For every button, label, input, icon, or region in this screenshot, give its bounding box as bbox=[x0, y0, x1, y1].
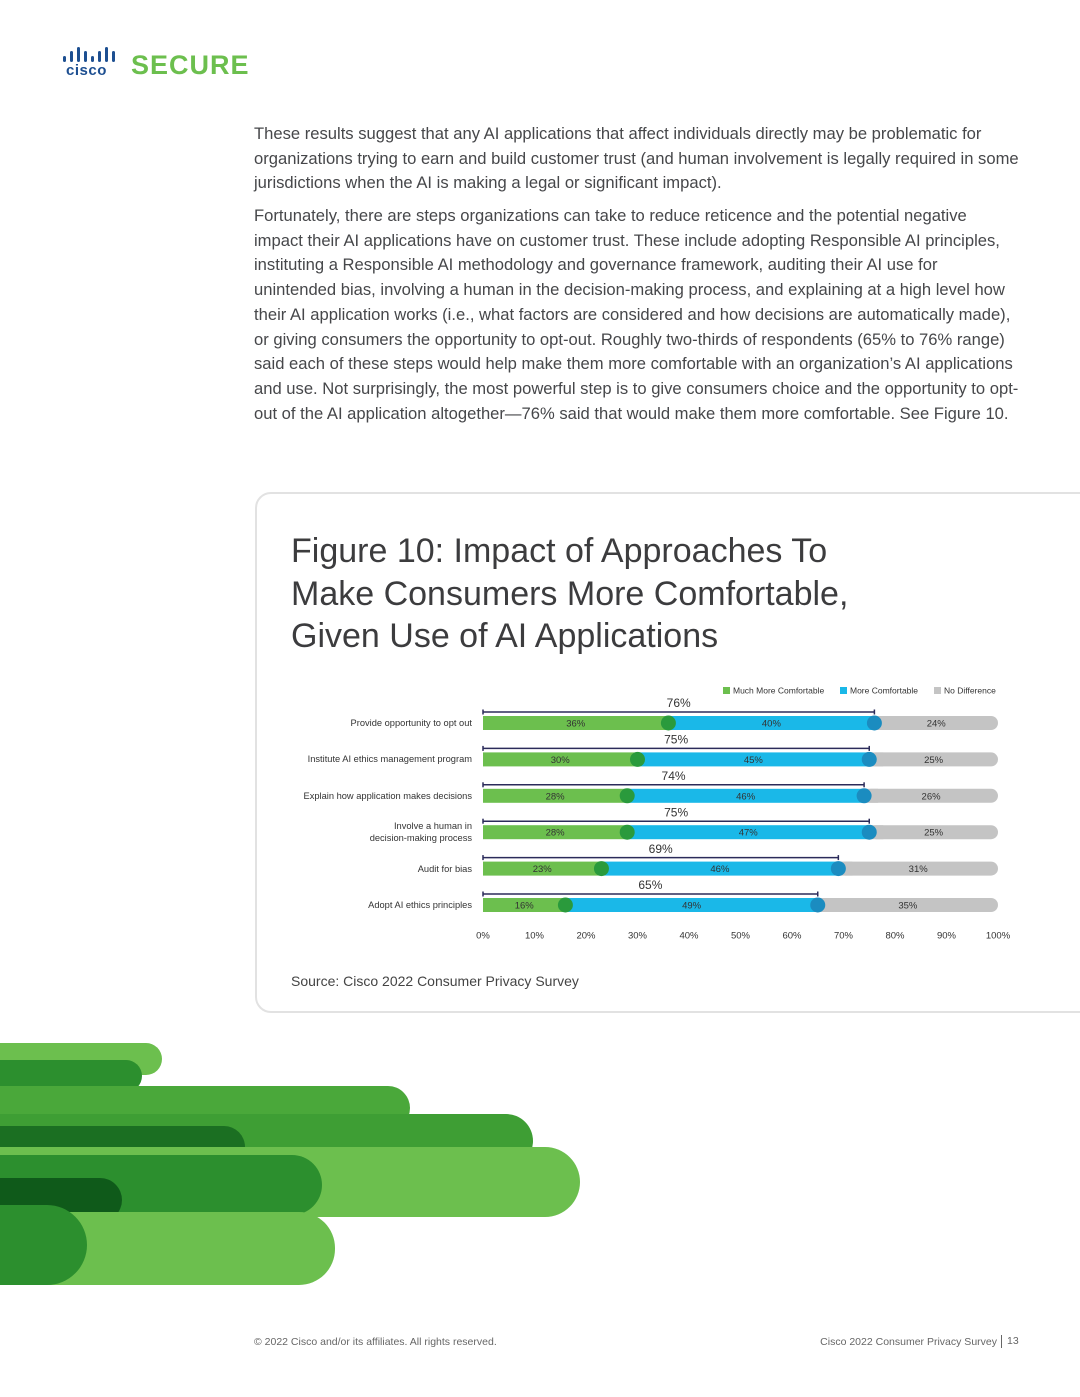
bar-segment bbox=[627, 788, 865, 803]
segment-end-dot bbox=[557, 897, 573, 913]
publication: Cisco 2022 Consumer Privacy Survey bbox=[820, 1336, 997, 1348]
segment-label: 47% bbox=[739, 828, 759, 839]
category-label: Involve a human in decision-making proce… bbox=[369, 821, 472, 844]
legend-swatch bbox=[840, 687, 847, 694]
figure-card bbox=[255, 492, 1080, 1013]
cisco-bars bbox=[63, 47, 115, 62]
legend-label: Much More Comfortable bbox=[733, 685, 824, 695]
bar-segment bbox=[565, 898, 818, 912]
x-tick-label: 50% bbox=[731, 931, 751, 942]
x-tick-label: 80% bbox=[885, 931, 905, 942]
bar-segment bbox=[668, 716, 875, 730]
legend-label: More Comfortable bbox=[850, 685, 918, 695]
bar-segment bbox=[483, 825, 628, 840]
x-tick-label: 60% bbox=[782, 931, 802, 942]
segment-label: 40% bbox=[762, 719, 782, 730]
page-number: 13 bbox=[1001, 1335, 1019, 1348]
segment-label: 25% bbox=[924, 755, 944, 766]
bar-segment bbox=[817, 898, 998, 912]
category-label: Audit for bias bbox=[417, 863, 472, 874]
x-tick-label: 40% bbox=[679, 931, 699, 942]
segment-end-dot bbox=[861, 824, 877, 840]
total-label: 75% bbox=[664, 733, 688, 747]
segment-label: 35% bbox=[898, 901, 918, 912]
bar-segment bbox=[601, 861, 839, 876]
segment-end-dot bbox=[856, 788, 872, 804]
segment-end-dot bbox=[810, 897, 826, 913]
segment-label: 26% bbox=[922, 791, 942, 802]
segment-label: 28% bbox=[546, 791, 566, 802]
chart-source: Source: Cisco 2022 Consumer Privacy Surv… bbox=[291, 973, 579, 989]
bar-segment bbox=[838, 861, 998, 876]
segment-label: 25% bbox=[924, 828, 944, 839]
bar-segment bbox=[483, 752, 638, 767]
total-label: 65% bbox=[638, 878, 662, 892]
total-label: 76% bbox=[667, 696, 691, 710]
x-tick-label: 10% bbox=[525, 931, 545, 942]
segment-label: 23% bbox=[533, 864, 553, 875]
copyright: © 2022 Cisco and/or its affiliates. All … bbox=[254, 1336, 497, 1348]
legend-swatch bbox=[723, 687, 730, 694]
category-label: Explain how application makes decisions bbox=[303, 790, 472, 801]
segment-label: 46% bbox=[736, 791, 756, 802]
segment-end-dot bbox=[593, 861, 609, 877]
segment-end-dot bbox=[830, 861, 846, 877]
bar-segment bbox=[874, 716, 998, 730]
x-tick-label: 0% bbox=[476, 931, 490, 942]
category-label: Institute AI ethics management program bbox=[307, 754, 472, 765]
bar-segment bbox=[869, 752, 998, 767]
bar-segment bbox=[483, 861, 602, 876]
segment-label: 16% bbox=[515, 901, 535, 912]
legend-label: No Difference bbox=[944, 685, 996, 695]
segment-end-dot bbox=[619, 824, 635, 840]
segment-label: 46% bbox=[710, 864, 730, 875]
category-label: Provide opportunity to opt out bbox=[350, 718, 472, 728]
x-tick-label: 90% bbox=[937, 931, 957, 942]
segment-end-dot bbox=[619, 788, 635, 804]
bar-segment bbox=[864, 788, 998, 803]
total-label: 74% bbox=[662, 769, 686, 783]
segment-end-dot bbox=[861, 751, 877, 767]
bar-segment bbox=[637, 752, 870, 767]
paragraph: These results suggest that any AI applic… bbox=[254, 124, 1019, 193]
paragraph: Fortunately, there are steps organizatio… bbox=[254, 206, 1019, 423]
legend-swatch bbox=[934, 687, 941, 694]
segment-label: 24% bbox=[927, 719, 947, 730]
segment-end-dot bbox=[630, 751, 645, 767]
logo: cisco bbox=[66, 62, 107, 79]
bar-segment bbox=[869, 825, 998, 840]
segment-label: 28% bbox=[546, 828, 566, 839]
bar-segment bbox=[483, 898, 566, 912]
chart-title: Figure 10: Impact of Approaches To Make … bbox=[291, 532, 849, 655]
x-tick-label: 20% bbox=[576, 931, 596, 942]
product-name: SECURE bbox=[131, 50, 250, 80]
segment-label: 45% bbox=[744, 755, 764, 766]
total-label: 75% bbox=[664, 805, 688, 819]
total-label: 69% bbox=[649, 842, 673, 856]
bar-segment bbox=[483, 716, 669, 730]
bar-segment bbox=[483, 788, 628, 803]
category-label: Adopt AI ethics principles bbox=[368, 900, 472, 910]
segment-label: 30% bbox=[551, 755, 571, 766]
x-tick-label: 70% bbox=[834, 931, 854, 942]
segment-end-dot bbox=[866, 715, 882, 731]
segment-label: 36% bbox=[566, 719, 586, 730]
decorative-stripes bbox=[0, 1043, 580, 1285]
segment-label: 49% bbox=[682, 901, 702, 912]
segment-label: 31% bbox=[909, 864, 929, 875]
bar-segment bbox=[627, 825, 870, 840]
segment-end-dot bbox=[660, 715, 676, 731]
x-tick-label: 30% bbox=[628, 931, 648, 942]
x-tick-label: 100% bbox=[986, 931, 1011, 942]
